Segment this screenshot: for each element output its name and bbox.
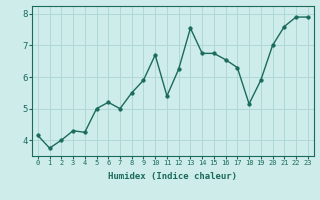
- X-axis label: Humidex (Indice chaleur): Humidex (Indice chaleur): [108, 172, 237, 181]
